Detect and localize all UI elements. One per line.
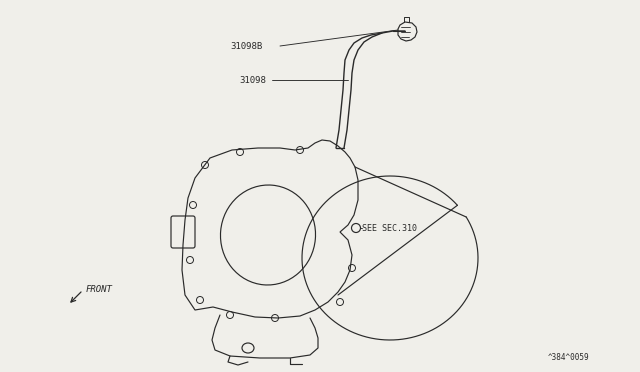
Text: SEE SEC.310: SEE SEC.310 [362,224,417,232]
Text: ^384^0059: ^384^0059 [548,353,589,362]
Text: 31098B: 31098B [230,42,262,51]
Text: FRONT: FRONT [86,285,113,295]
Ellipse shape [351,224,360,232]
Text: 31098: 31098 [239,76,266,84]
